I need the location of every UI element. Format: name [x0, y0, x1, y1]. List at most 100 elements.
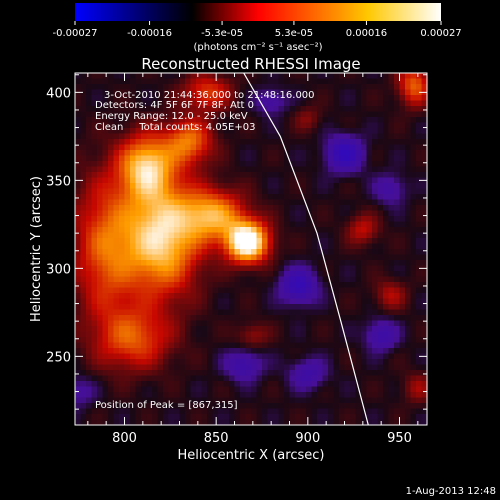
heatmap-cell [218, 271, 224, 277]
heatmap-cell [245, 117, 252, 123]
heatmap-cell [322, 243, 329, 250]
heatmap-cell [130, 100, 136, 107]
heatmap-cell [311, 386, 318, 393]
heatmap-cell [355, 78, 362, 85]
heatmap-cell [366, 161, 373, 167]
heatmap-cell [75, 260, 81, 266]
heatmap-cell [273, 353, 279, 360]
heatmap-cell [124, 414, 131, 420]
heatmap-cell [333, 364, 340, 371]
heatmap-cell [97, 304, 103, 310]
heatmap-cell [75, 397, 81, 404]
heatmap-cell [190, 221, 197, 228]
heatmap-cell [366, 293, 373, 299]
heatmap-cell [179, 342, 186, 349]
x-tick-label: 800 [112, 431, 137, 446]
heatmap-cell [344, 205, 351, 211]
heatmap-cell [267, 73, 274, 79]
heatmap-cell [377, 276, 384, 283]
heatmap-cell [135, 188, 142, 195]
heatmap-cell [295, 100, 301, 107]
heatmap-cell [383, 282, 389, 288]
heatmap-cell [306, 106, 312, 112]
heatmap-cell [201, 84, 208, 90]
heatmap-cell [383, 397, 389, 404]
heatmap-cell [284, 293, 290, 299]
heatmap-cell [322, 342, 329, 349]
heatmap-cell [91, 408, 98, 415]
heatmap-cell [102, 128, 109, 134]
heatmap-cell [179, 100, 186, 107]
heatmap-cell [383, 73, 389, 79]
heatmap-cell [124, 397, 131, 404]
heatmap-cell [86, 144, 92, 151]
heatmap-cell [344, 221, 351, 228]
heatmap-cell [218, 375, 224, 382]
heatmap-cell [119, 254, 125, 261]
heatmap-cell [284, 353, 290, 360]
heatmap-cell [306, 122, 312, 129]
heatmap-cell [405, 155, 411, 162]
heatmap-cell [251, 375, 257, 382]
heatmap-cell [75, 342, 81, 349]
heatmap-cell [366, 392, 373, 398]
heatmap-cell [218, 100, 224, 107]
heatmap-cell [124, 287, 131, 294]
heatmap-cell [317, 78, 323, 85]
heatmap-cell [141, 315, 147, 321]
heatmap-cell [317, 254, 323, 261]
heatmap-cell [223, 249, 230, 255]
heatmap-cell [102, 375, 109, 382]
heatmap-cell [399, 144, 406, 151]
heatmap-cell [372, 221, 378, 228]
heatmap-cell [372, 150, 378, 156]
heatmap-cell [201, 133, 208, 140]
heatmap-cell [322, 227, 329, 233]
heatmap-cell [421, 216, 427, 222]
heatmap-cell [91, 337, 98, 343]
heatmap-cell [306, 342, 312, 349]
heatmap-cell [102, 84, 109, 90]
heatmap-cell [245, 348, 252, 354]
heatmap-cell [361, 161, 367, 167]
heatmap-cell [405, 265, 411, 272]
heatmap-cell [218, 221, 224, 228]
heatmap-cell [97, 194, 103, 200]
heatmap-cell [267, 106, 274, 112]
heatmap-cell [146, 359, 153, 365]
heatmap-cell [80, 106, 87, 112]
heatmap-cell [240, 232, 246, 239]
heatmap-cell [152, 122, 158, 129]
heatmap-cell [421, 260, 427, 266]
heatmap-cell [421, 210, 427, 217]
heatmap-cell [141, 249, 147, 255]
heatmap-cell [394, 282, 400, 288]
heatmap-cell [141, 78, 147, 85]
heatmap-cell [174, 375, 180, 382]
heatmap-cell [295, 276, 301, 283]
heatmap-cell [289, 161, 296, 167]
heatmap-cell [251, 342, 257, 349]
heatmap-cell [284, 414, 290, 420]
heatmap-cell [289, 111, 296, 118]
heatmap-cell [119, 403, 125, 409]
heatmap-cell [361, 122, 367, 129]
heatmap-cell [328, 260, 334, 266]
heatmap-cell [212, 172, 219, 178]
heatmap-cell [273, 166, 279, 173]
heatmap-cell [229, 403, 235, 409]
heatmap-cell [289, 320, 296, 327]
heatmap-cell [152, 337, 158, 343]
heatmap-cell [174, 84, 180, 90]
heatmap-cell [410, 364, 417, 371]
heatmap-cell [405, 331, 411, 338]
heatmap-cell [207, 216, 213, 222]
heatmap-cell [267, 359, 274, 365]
heatmap-cell [80, 370, 87, 376]
heatmap-cell [333, 106, 340, 112]
heatmap-cell [86, 304, 92, 310]
heatmap-cell [289, 386, 296, 393]
heatmap-cell [141, 353, 147, 360]
heatmap-cell [333, 95, 340, 101]
heatmap-cell [421, 375, 427, 382]
